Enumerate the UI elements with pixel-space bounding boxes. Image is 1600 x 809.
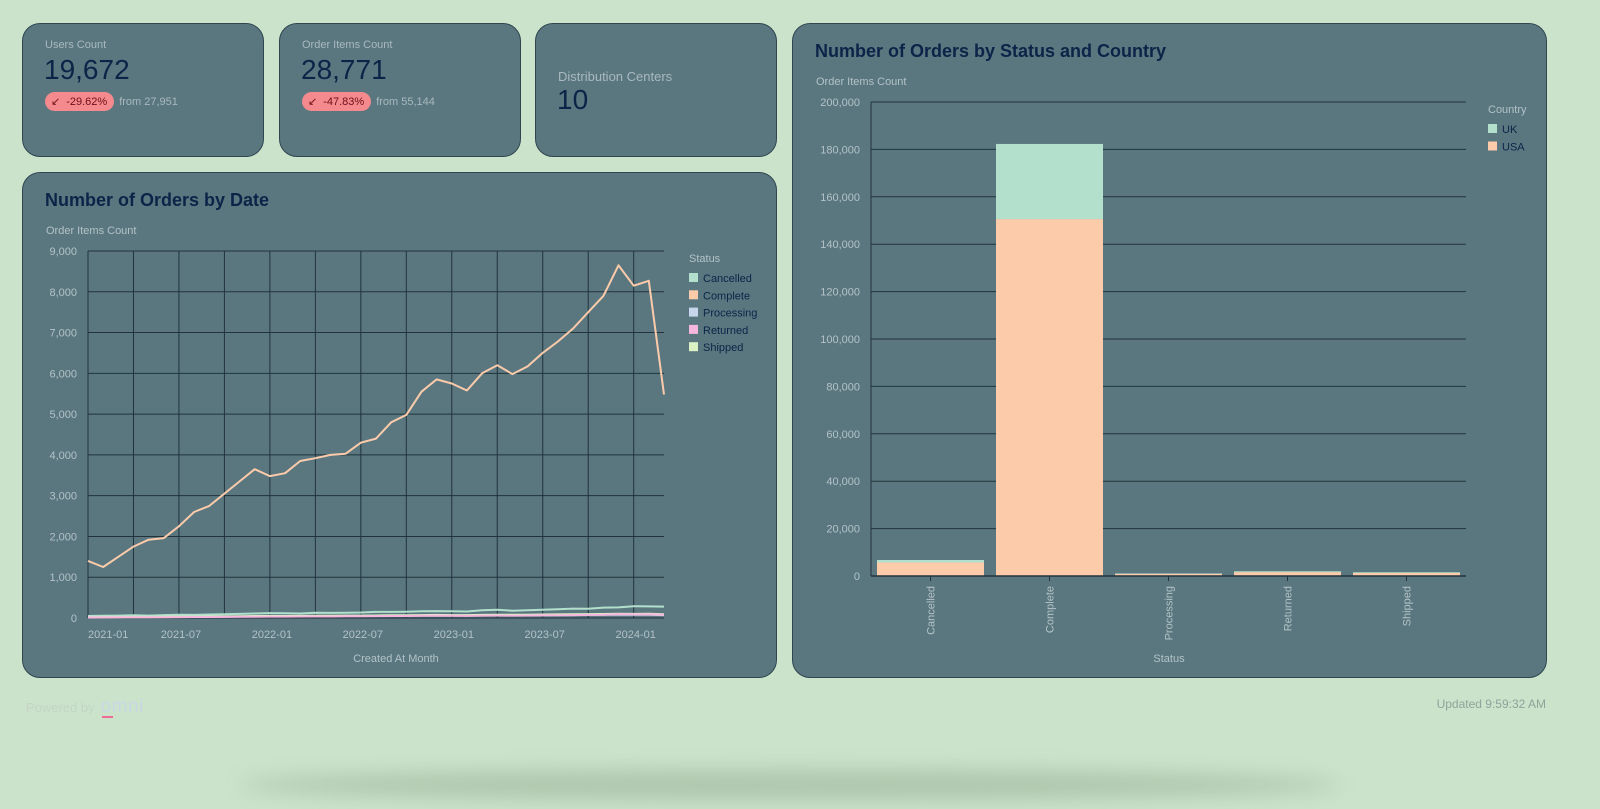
chart-title: Number of Orders by Status and Country: [815, 41, 1167, 61]
x-tick-label: Cancelled: [926, 586, 938, 635]
legend-title: Country: [1488, 104, 1527, 116]
x-tick-label: Shipped: [1402, 586, 1414, 626]
y-tick-label: 180,000: [820, 144, 860, 156]
kpi-label: Order Items Count: [302, 39, 393, 51]
y-tick-label: 20,000: [826, 524, 860, 536]
change-value: -29.62%: [66, 95, 108, 108]
bar-returned-usa: [1234, 572, 1341, 576]
legend-swatch-returned: [689, 324, 698, 334]
x-tick-label: 2022-01: [252, 629, 292, 641]
y-tick-label: 160,000: [820, 192, 860, 204]
x-tick-label: 2023-01: [434, 629, 474, 641]
y-tick-label: 1,000: [49, 572, 77, 584]
legend-swatch-usa: [1488, 141, 1497, 151]
kpi-label: Distribution Centers: [558, 69, 673, 84]
bar-complete-uk: [996, 143, 1103, 220]
x-tick-label: 2023-07: [525, 629, 565, 641]
kpi-card-order-items: Order Items Count 28,771 ↙ -47.83% from 5…: [279, 23, 521, 157]
legend-swatch-shipped: [689, 342, 698, 352]
line-chart-card: Number of Orders by Date Order Items Cou…: [22, 172, 777, 678]
legend-label-processing: Processing: [703, 308, 757, 320]
arrow-down-left-icon: ↙: [51, 96, 61, 108]
kpi-change-row: ↙ -47.83% from 55,144: [302, 92, 435, 111]
y-tick-label: 140,000: [820, 239, 860, 251]
y-tick-label: 3,000: [49, 491, 77, 503]
legend-label-cancelled: Cancelled: [703, 273, 752, 285]
y-tick-label: 6,000: [49, 368, 77, 380]
decorative-shadow: [240, 770, 1340, 800]
y-tick-label: 8,000: [49, 287, 77, 299]
kpi-value: 10: [557, 84, 589, 115]
legend-swatch-processing: [689, 307, 698, 317]
powered-by-text: Powered by: [26, 700, 95, 715]
change-badge: ↙ -47.83%: [302, 92, 372, 111]
bar-returned-uk: [1234, 571, 1341, 573]
x-tick-label: Processing: [1164, 586, 1176, 640]
omni-logo: omni: [100, 696, 144, 718]
y-tick-label: 60,000: [826, 429, 860, 441]
change-from: from 27,951: [119, 95, 178, 108]
kpi-card-distribution-centers: Distribution Centers 10: [535, 23, 777, 157]
y-tick-label: 2,000: [49, 531, 77, 543]
y-tick-label: 5,000: [49, 409, 77, 421]
y-axis-title: Order Items Count: [816, 76, 906, 88]
x-axis-title: Status: [1153, 653, 1185, 665]
y-tick-label: 0: [71, 613, 77, 625]
series-line-returned: [87, 613, 665, 619]
legend-swatch-complete: [689, 290, 698, 300]
bar-processing-uk: [1115, 573, 1222, 574]
x-tick-label: 2024-01: [615, 629, 655, 641]
bar-chart-card: Number of Orders by Status and Country O…: [792, 23, 1547, 678]
y-tick-label: 80,000: [826, 381, 860, 393]
x-axis-title: Created At Month: [353, 653, 439, 665]
bar-chart: Order Items Count 0 20,000 40,000 60,000 80,0…: [816, 76, 1527, 665]
kpi-value: 19,672: [44, 54, 130, 85]
change-value: -47.83%: [323, 95, 365, 108]
x-tick-label: Returned: [1283, 586, 1295, 631]
x-tick-label: Complete: [1045, 586, 1057, 633]
legend-swatch-cancelled: [689, 273, 698, 282]
series-line-cancelled: [87, 605, 665, 617]
kpi-card-users: Users Count 19,672 ↙ -29.62% from 27,951: [22, 23, 264, 157]
bar-shipped-usa: [1353, 572, 1460, 576]
legend-label-returned: Returned: [703, 325, 748, 337]
y-tick-label: 40,000: [826, 476, 860, 488]
y-tick-label: 9,000: [49, 246, 77, 258]
legend-label-uk: UK: [1502, 124, 1518, 136]
change-from: from 55,144: [376, 95, 435, 108]
kpi-change-row: ↙ -29.62% from 27,951: [45, 92, 178, 111]
change-badge: ↙ -29.62%: [45, 92, 115, 111]
bar-processing-usa: [1115, 573, 1222, 576]
bar-cancelled-usa: [877, 562, 984, 576]
powered-by[interactable]: Powered by omni: [26, 696, 144, 718]
y-tick-label: 100,000: [820, 334, 860, 346]
updated-timestamp: Updated 9:59:32 AM: [1436, 697, 1546, 711]
chart-title: Number of Orders by Date: [45, 190, 270, 210]
y-tick-label: 0: [854, 571, 860, 583]
x-tick-label: 2021-01: [88, 629, 128, 641]
kpi-value: 28,771: [301, 54, 387, 85]
legend-swatch-uk: [1488, 124, 1497, 133]
legend-label-complete: Complete: [703, 290, 750, 302]
bar-cancelled-uk: [877, 560, 984, 563]
bar-complete-usa: [996, 219, 1103, 576]
arrow-down-left-icon: ↙: [308, 96, 318, 108]
legend-title: Status: [689, 253, 721, 265]
y-tick-label: 4,000: [49, 450, 77, 462]
bar-shipped-uk: [1353, 572, 1460, 573]
y-tick-label: 7,000: [49, 328, 77, 340]
legend-label-usa: USA: [1502, 142, 1525, 154]
series-line-complete: [87, 264, 665, 568]
y-tick-label: 200,000: [820, 97, 860, 109]
line-chart: Order Items Count 0 1,000 2,000 3,000 4,000 5,…: [46, 225, 757, 665]
x-tick-label: 2021-07: [161, 629, 201, 641]
y-axis-title: Order Items Count: [46, 225, 136, 237]
kpi-label: Users Count: [45, 39, 107, 51]
legend-label-shipped: Shipped: [703, 342, 743, 354]
y-tick-label: 120,000: [820, 287, 860, 299]
x-tick-label: 2022-07: [343, 629, 383, 641]
